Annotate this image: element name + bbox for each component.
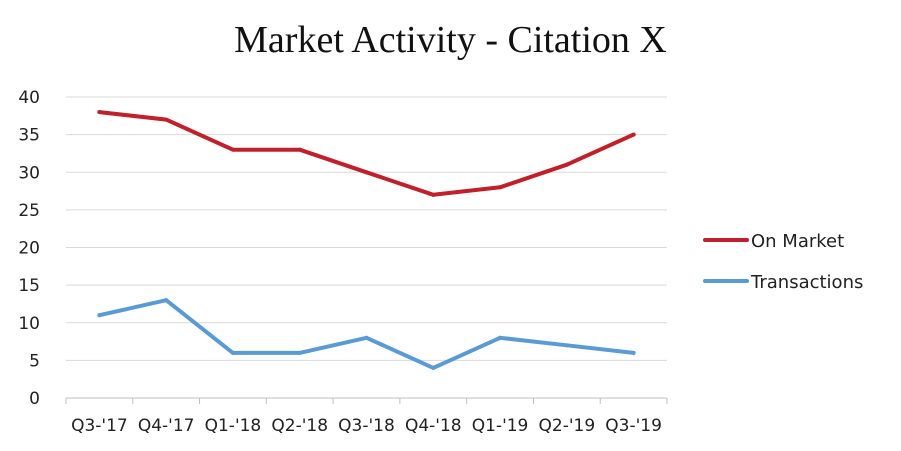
data-point — [564, 162, 569, 167]
y-tick-label: 25 — [18, 201, 40, 221]
x-tick-label: Q1-'19 — [472, 416, 529, 436]
data-point — [431, 192, 436, 197]
y-tick-label: 40 — [18, 88, 40, 108]
y-tick-label: 35 — [18, 126, 40, 146]
data-point — [364, 335, 369, 340]
x-tick-label: Q3-'17 — [71, 416, 128, 436]
x-tick-label: Q2-'18 — [271, 416, 328, 436]
data-point — [164, 298, 169, 303]
y-tick-label: 30 — [18, 163, 40, 183]
data-point — [164, 117, 169, 122]
x-tick-label: Q3-'18 — [338, 416, 395, 436]
data-point — [498, 335, 503, 340]
data-point — [297, 350, 302, 355]
data-point — [364, 170, 369, 175]
y-tick-label: 15 — [18, 276, 40, 296]
series-line-transactions — [97, 298, 636, 370]
x-tick-label: Q4-'18 — [405, 416, 462, 436]
y-tick-label: 0 — [29, 389, 40, 409]
y-tick-label: 20 — [18, 239, 40, 259]
data-point — [230, 350, 235, 355]
data-point — [97, 313, 102, 318]
data-point — [431, 365, 436, 370]
data-point — [97, 110, 102, 115]
data-point — [498, 185, 503, 190]
data-point — [230, 147, 235, 152]
x-tick-label: Q1-'18 — [205, 416, 262, 436]
data-point — [297, 147, 302, 152]
x-tick-label: Q4-'17 — [138, 416, 195, 436]
x-tick-label: Q2-'19 — [539, 416, 596, 436]
legend-label: On Market — [751, 231, 844, 252]
data-point — [564, 343, 569, 348]
x-tick-label: Q3-'19 — [605, 416, 662, 436]
chart-title: Market Activity - Citation X — [234, 19, 667, 61]
legend-label: Transactions — [750, 272, 863, 293]
data-point — [631, 132, 636, 137]
data-point — [631, 350, 636, 355]
series-line-on-market — [97, 110, 636, 197]
y-tick-label: 10 — [18, 314, 40, 334]
y-tick-label: 5 — [29, 351, 40, 371]
